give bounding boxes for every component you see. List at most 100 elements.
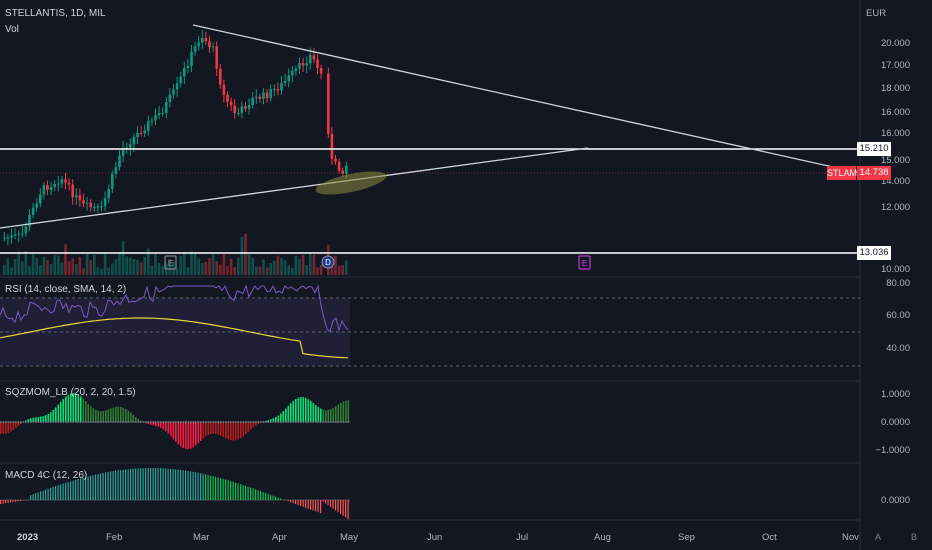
macd-bar (205, 474, 207, 500)
macd-bar (287, 500, 289, 502)
macd-bar (2, 500, 4, 504)
macd-bar (25, 500, 27, 501)
sqz-dot (4, 421, 7, 423)
price-tick: 15.000 (880, 155, 910, 166)
sqz-bar (57, 404, 60, 422)
candle-body (172, 89, 175, 95)
level-label-upper: 15.210 (857, 142, 891, 156)
sqz-bar (32, 417, 35, 422)
macd-bar (75, 479, 77, 500)
volume-bar (291, 267, 294, 275)
volume-bar (175, 268, 179, 275)
sqz-dot (252, 421, 255, 423)
sqz-dot (289, 421, 292, 423)
sqz-bar (75, 393, 77, 422)
macd-bar (317, 500, 319, 513)
volume-bar (49, 264, 53, 275)
volume-bar (139, 262, 143, 275)
candle-body (28, 215, 31, 227)
candle-body (186, 66, 190, 69)
volume-bar (255, 266, 258, 275)
sqz-dot (47, 421, 50, 423)
sqz-dot (9, 421, 12, 423)
sqz-bar (5, 422, 7, 434)
macd-bar (142, 468, 144, 500)
sqz-dot (152, 421, 155, 423)
sqz-bar (217, 422, 220, 435)
sqz-bar (335, 406, 337, 422)
candle-body (39, 194, 42, 204)
macd-bar (307, 500, 309, 509)
volume-bar (305, 264, 308, 275)
candle-body (179, 76, 182, 84)
candle-body (280, 82, 283, 91)
macd-bar (67, 482, 69, 500)
macd-bar (77, 479, 79, 500)
sqz-dot (294, 421, 297, 423)
earnings-marker (578, 255, 591, 270)
sqz-dot (344, 421, 347, 423)
candle-body (316, 59, 319, 69)
sqz-dot (49, 421, 52, 423)
sqz-dot (129, 421, 132, 423)
candle-body (247, 104, 251, 109)
candle-body (17, 233, 20, 235)
time-tick: Jul (516, 532, 529, 543)
candle-body (327, 73, 330, 134)
candle-body (201, 37, 204, 43)
sqz-dot (74, 421, 77, 423)
macd-bar (345, 500, 347, 518)
volume-bar (337, 265, 341, 275)
macd-bar (45, 489, 47, 500)
candle-body (204, 37, 208, 42)
sqz-dot (237, 421, 240, 423)
sqz-bar (255, 422, 257, 426)
sqz-bar (190, 422, 192, 449)
log-scale-button[interactable]: B (910, 532, 917, 542)
sqz-bar (55, 407, 57, 422)
candle-body (251, 98, 254, 105)
volume-label[interactable]: Vol (5, 24, 19, 35)
rsi-title[interactable]: RSI (14, close, SMA, 14, 2) (5, 284, 127, 295)
auto-scale-button[interactable]: A (874, 532, 881, 542)
candle-body (309, 55, 312, 64)
sqzmom-title[interactable]: SQZMOM_LB (20, 2, 20, 1.5) (5, 387, 136, 398)
macd-bar (180, 469, 182, 500)
sqz-bar (310, 400, 312, 422)
volume-bar (111, 263, 114, 275)
macd-title[interactable]: MACD 4C (12, 26) (5, 470, 88, 481)
volume-bar (211, 252, 215, 275)
macd-bar (260, 491, 262, 500)
macd-bar (145, 468, 147, 500)
volume-bar (85, 253, 89, 275)
macd-bar (127, 469, 129, 500)
macd-bar (192, 471, 194, 500)
sqz-dot (214, 421, 217, 423)
macd-bar (212, 476, 214, 500)
sqz-dot (267, 421, 270, 423)
sqz-bar (175, 422, 177, 442)
sqz-bar (250, 422, 252, 430)
macd-bar (215, 476, 217, 500)
macd-bar (60, 484, 62, 500)
candle-body (291, 70, 294, 76)
symbol-title[interactable]: STELLANTIS, 1D, MIL (5, 8, 106, 19)
sqz-bar (230, 422, 232, 441)
sqz-bar (147, 422, 150, 425)
volume-bar (121, 240, 125, 275)
sqz-dot (314, 421, 317, 423)
sqz-bar (207, 422, 210, 435)
volume-bar (193, 252, 197, 275)
macd-bar (247, 486, 249, 500)
macd-bar (297, 500, 299, 506)
sqz-dot (334, 421, 337, 423)
sqz-bar (247, 422, 250, 432)
sqz-bar (257, 422, 260, 424)
sqz-dot (107, 421, 110, 423)
volume-bar (71, 258, 74, 275)
sqz-bar (185, 422, 187, 450)
candle-body (21, 233, 24, 235)
candle-body (168, 94, 172, 103)
sqz-bar (275, 417, 277, 422)
